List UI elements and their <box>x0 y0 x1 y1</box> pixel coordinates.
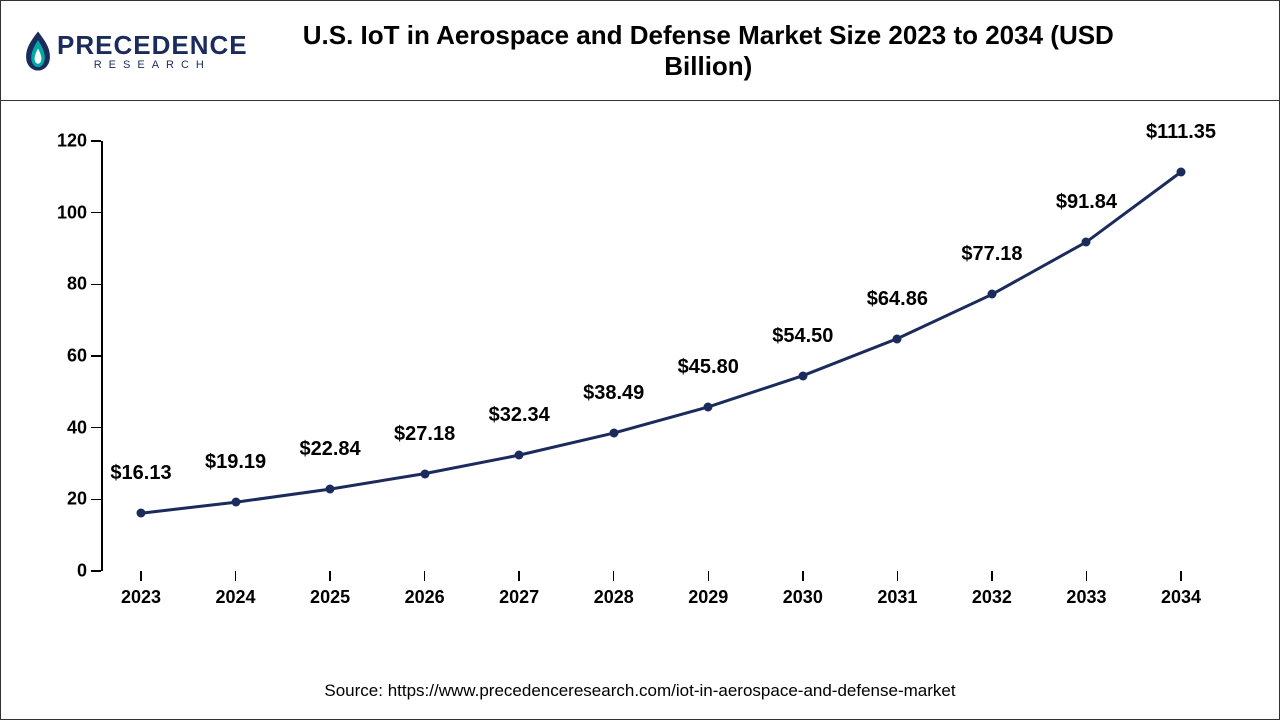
value-label: $77.18 <box>961 243 1022 266</box>
x-axis-label: 2025 <box>310 571 350 608</box>
value-label: $32.34 <box>489 404 550 427</box>
data-point <box>704 402 713 411</box>
y-axis-label: 0 <box>77 561 101 582</box>
data-point <box>893 334 902 343</box>
x-axis-label: 2031 <box>877 571 917 608</box>
x-axis-label: 2024 <box>216 571 256 608</box>
value-label: $54.50 <box>772 325 833 348</box>
chart-header: PRECEDENCE RESEARCH U.S. IoT in Aerospac… <box>1 1 1279 101</box>
x-axis-label: 2023 <box>121 571 161 608</box>
x-axis-label: 2027 <box>499 571 539 608</box>
logo-subtext: RESEARCH <box>57 59 248 71</box>
y-axis-label: 60 <box>67 346 101 367</box>
value-label: $38.49 <box>583 382 644 405</box>
y-axis-label: 100 <box>57 202 101 223</box>
data-point <box>1177 168 1186 177</box>
value-label: $45.80 <box>678 356 739 379</box>
y-axis-label: 20 <box>67 489 101 510</box>
x-axis-label: 2029 <box>688 571 728 608</box>
data-point <box>326 485 335 494</box>
value-label: $91.84 <box>1056 191 1117 214</box>
x-axis-label: 2028 <box>594 571 634 608</box>
data-point <box>420 469 429 478</box>
x-axis-label: 2033 <box>1066 571 1106 608</box>
value-label: $111.35 <box>1146 121 1216 144</box>
source-text: Source: https://www.precedenceresearch.c… <box>1 681 1279 701</box>
value-label: $27.18 <box>394 423 455 446</box>
plot-region: 0204060801001202023202420252026202720282… <box>101 141 1221 571</box>
data-point <box>1082 237 1091 246</box>
value-label: $16.13 <box>110 462 171 485</box>
data-point <box>987 290 996 299</box>
chart-area: 0 20 40 60 80 100 120 2023 2024 2025 2026 2027 2028 2… <box>1 101 1280 641</box>
data-point <box>137 509 146 518</box>
logo-flame-icon <box>21 29 55 73</box>
y-axis-label: 40 <box>67 417 101 438</box>
brand-logo: PRECEDENCE RESEARCH <box>21 29 248 73</box>
y-axis-label: 80 <box>67 274 101 295</box>
data-point <box>798 371 807 380</box>
line-svg <box>101 141 1221 571</box>
data-point <box>231 498 240 507</box>
value-label: $22.84 <box>299 438 360 461</box>
x-axis-label: 2032 <box>972 571 1012 608</box>
data-point <box>609 429 618 438</box>
data-point <box>515 451 524 460</box>
value-label: $64.86 <box>867 288 928 311</box>
logo-text: PRECEDENCE <box>57 30 248 61</box>
value-label: $19.19 <box>205 451 266 474</box>
x-axis-label: 2030 <box>783 571 823 608</box>
y-axis-label: 120 <box>57 131 101 152</box>
x-axis-label: 2034 <box>1161 571 1201 608</box>
chart-title: U.S. IoT in Aerospace and Defense Market… <box>278 20 1259 82</box>
x-axis-label: 2026 <box>405 571 445 608</box>
